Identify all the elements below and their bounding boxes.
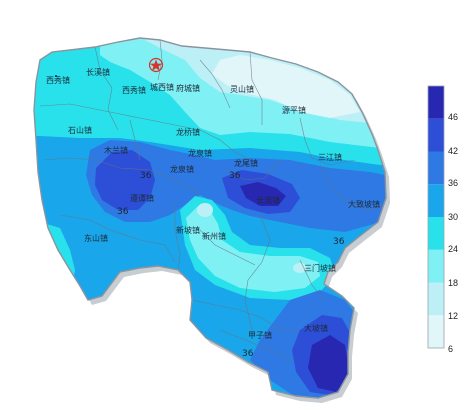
town-label: 城西镇: [150, 82, 174, 92]
contour-label: 36: [140, 171, 152, 181]
town-labels: 西秀镇 长溪镇 西秀镇 城西镇 府城镇 灵山镇 源平镇 石山镇 龙桥镇 木兰镇 …: [46, 67, 380, 340]
star-icon: [148, 57, 164, 73]
district-boundaries: [39, 39, 386, 361]
legend-frame: [427, 85, 445, 349]
legend-band: [428, 86, 444, 119]
town-label: 府城镇: [176, 83, 200, 93]
legend-band: [428, 282, 444, 316]
legend-tick: 36: [448, 178, 458, 188]
region-border: [33, 37, 387, 399]
legend-band: [428, 315, 444, 348]
contour-label: 36: [242, 349, 254, 359]
town-label: 木兰镇: [104, 145, 128, 155]
town-label: 西秀镇: [46, 75, 70, 85]
town-label: 灵山镇: [230, 84, 254, 94]
town-label: 大坡镇: [304, 323, 328, 333]
contour-label: 36: [333, 237, 345, 247]
contour-label: 36: [229, 171, 241, 181]
legend-ticks: 46 42 36 30 24 18 12 6: [448, 112, 458, 354]
town-label: 龙泉镇: [188, 148, 212, 158]
legend-band: [428, 184, 444, 217]
town-label: 三江镇: [318, 152, 342, 162]
legend-band: [428, 217, 444, 250]
contour-labels: 36 36 36 36 36: [117, 171, 345, 359]
town-label: 西秀镇: [122, 85, 146, 95]
town-label: 长流镇: [256, 195, 280, 205]
town-label: 龙尾镇: [234, 158, 258, 168]
band-12-18-spot-a: [197, 203, 213, 217]
town-label: 新坡镇: [176, 225, 200, 235]
legend-tick: 46: [448, 112, 458, 122]
town-label: 新州镇: [202, 231, 226, 241]
legend-tick: 30: [448, 212, 458, 222]
band-46-southeast: [308, 335, 350, 392]
legend-bands: [428, 86, 444, 348]
town-label: 石山镇: [68, 125, 92, 135]
legend-tick: 42: [448, 146, 458, 156]
town-label: 东山镇: [84, 233, 108, 243]
town-label: 龙泉镇: [170, 164, 194, 174]
town-label: 龙桥镇: [176, 127, 200, 137]
band-46-core: [240, 182, 286, 206]
town-label: 遵谭镇: [130, 193, 154, 203]
legend-band: [428, 249, 444, 283]
contour-label: 36: [117, 207, 129, 217]
legend-band: [428, 151, 444, 185]
town-label: 长溪镇: [86, 67, 110, 77]
band-18-24-central: [186, 206, 320, 292]
legend-tick: 6: [448, 344, 453, 354]
legend: 46 42 36 30 24 18 12 6: [427, 85, 458, 354]
band-12-18-spot-b: [293, 263, 307, 273]
town-label: 源平镇: [282, 105, 306, 115]
town-label: 甲子镇: [248, 330, 272, 340]
legend-band: [428, 118, 444, 152]
town-label: 三门坡镇: [304, 263, 336, 273]
legend-tick: 18: [448, 278, 458, 288]
town-label: 大致坡镇: [348, 199, 380, 209]
band-6-12-north: [212, 55, 360, 118]
legend-tick: 12: [448, 311, 458, 321]
legend-tick: 24: [448, 244, 458, 254]
